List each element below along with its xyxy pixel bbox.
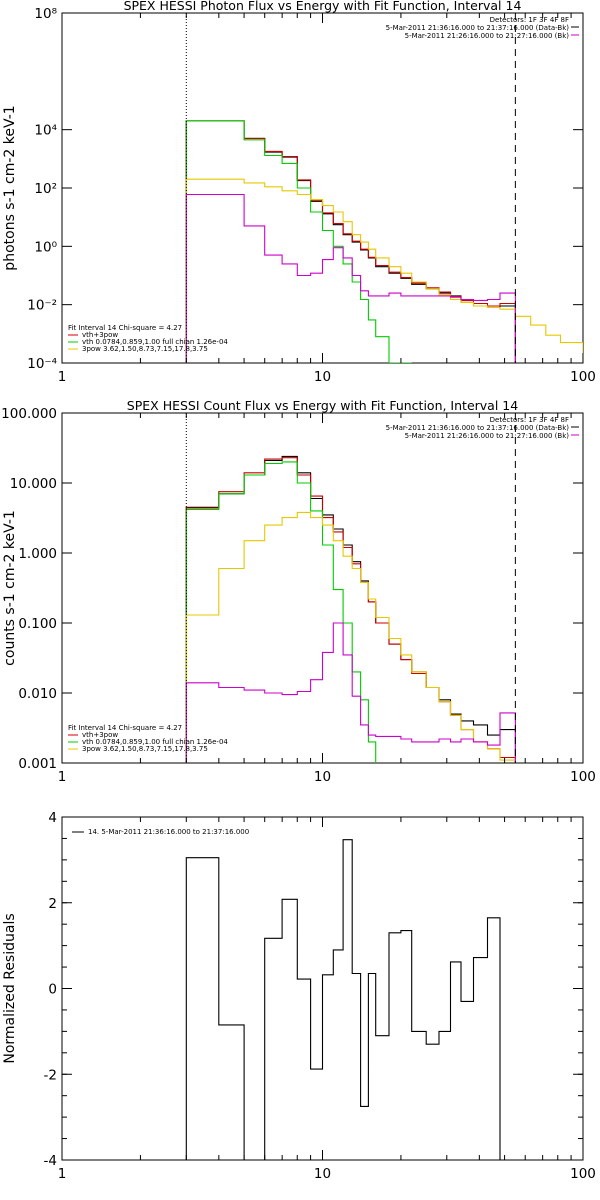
panel-2-y-tick-label: 1.000 (18, 546, 57, 562)
panel-3-y-tick-label: -4 (44, 1153, 57, 1169)
panel-3-y-tick-label: 0 (48, 982, 57, 998)
panel-2-header-line: 5-Mar-2011 21:26:16.000 to 21:27:16.000 … (405, 432, 570, 440)
panel-3-legend-entry: 14. 5-Mar-2011 21:36:16.000 to 21:37:16.… (88, 828, 249, 836)
panel-2-y-tick-label: 100.000 (1, 406, 57, 422)
panel-1-series-vth-3pow (185, 120, 516, 363)
panel-2-y-axis-label: counts s-1 cm-2 keV-1 (2, 510, 18, 666)
panel-1-y-tick-label: 10⁻⁴ (27, 356, 57, 372)
panel-2-legend-title: Fit Interval 14 Chi-square = 4.27 (68, 724, 182, 732)
panel-2-x-tick-label: 1 (58, 769, 67, 785)
panel-1-header-line: Detectors: 1F 3F 4F 8F (490, 16, 569, 24)
panel-1-y-tick-label: 10⁴ (34, 123, 57, 139)
panel-2-series-3pow (185, 511, 516, 763)
panel-2-series-vth (185, 461, 377, 763)
panel-2-y-tick-label: 0.100 (18, 616, 57, 632)
panel-2-y-tick-label: 0.010 (18, 686, 57, 702)
panel-1-series-data-bk (185, 120, 516, 363)
panel-1-y-tick-label: 10⁸ (34, 6, 57, 22)
panel-2-legend-entry: vth+3pow (82, 731, 118, 739)
panel-1-x-tick-label: 1 (58, 369, 67, 385)
panel-1-y-axis-label: photons s-1 cm-2 keV-1 (2, 105, 18, 270)
panel-2-x-tick-label: 10 (314, 769, 331, 785)
panel-2-plot-frame (61, 412, 584, 764)
panel-3-y-tick-label: 2 (48, 896, 57, 912)
panel-2-legend-entry: vth 0.0784,0.859,1.00 full chian 1.26e-0… (82, 738, 228, 746)
panel-1-header-line: 5-Mar-2011 21:36:16.000 to 21:37:16.000 … (386, 24, 570, 32)
panel-2-title: SPEX HESSI Count Flux vs Energy with Fit… (127, 398, 518, 413)
panel-1-x-tick-label: 10 (314, 369, 331, 385)
panel-3-y-axis-label: Normalized Residuals (2, 913, 18, 1063)
panel-2-y-tick-label: 10.000 (10, 476, 57, 492)
panel-2-series-data-bk (185, 455, 516, 763)
panel-1-legend-title: Fit Interval 14 Chi-square = 4.27 (68, 324, 182, 332)
panel-1-plot-frame (61, 12, 584, 364)
panel-2-header-line: 5-Mar-2011 21:36:16.000 to 21:37:16.000 … (386, 424, 570, 432)
panel-1-series-vth (185, 120, 412, 363)
panel-1-series-bk (185, 193, 516, 363)
panel-1-title: SPEX HESSI Photon Flux vs Energy with Fi… (124, 0, 522, 13)
panel-1-legend-entry: 3pow 3.62,1.50,8.73,7.15,17.8,3.75 (82, 345, 208, 353)
panel-2-header-line: Detectors: 1F 3F 4F 8F (490, 416, 569, 424)
panel-3-y-tick-label: 4 (48, 810, 57, 826)
panel-3-x-tick-label: 100 (570, 1166, 596, 1182)
panel-3-x-tick-label: 10 (314, 1166, 331, 1182)
panel-3-series-group (185, 839, 501, 1160)
panel-3-y-tick-label: -2 (44, 1067, 57, 1083)
panel-2-y-tick-label: 0.001 (18, 756, 57, 772)
panel-2-series-bk (185, 622, 516, 763)
panel-2-series-vth-3pow (185, 457, 516, 763)
panel-1-series-group (185, 120, 583, 363)
panel-3-series-14-5-mar-2011-21-36-16-000-to-21-37-16-000 (185, 839, 501, 1160)
panel-1-y-tick-label: 10⁻² (27, 298, 57, 314)
panel-1-y-tick-label: 10² (34, 181, 57, 197)
panel-2-x-tick-label: 100 (570, 769, 596, 785)
panel-3-x-tick-label: 1 (58, 1166, 67, 1182)
panel-1-series-3pow (185, 178, 583, 363)
panel-1-header-line: 5-Mar-2011 21:26:16.000 to 21:27:16.000 … (405, 32, 570, 40)
panel-2-series-group (185, 455, 516, 763)
panel-1-y-tick-label: 10⁰ (34, 239, 57, 255)
panel-1-x-tick-label: 100 (570, 369, 596, 385)
panel-1-legend-entry: vth 0.0784,0.859,1.00 full chian 1.26e-0… (82, 338, 228, 346)
panel-2-legend-entry: 3pow 3.62,1.50,8.73,7.15,17.8,3.75 (82, 745, 208, 753)
panel-1-legend-entry: vth+3pow (82, 331, 118, 339)
